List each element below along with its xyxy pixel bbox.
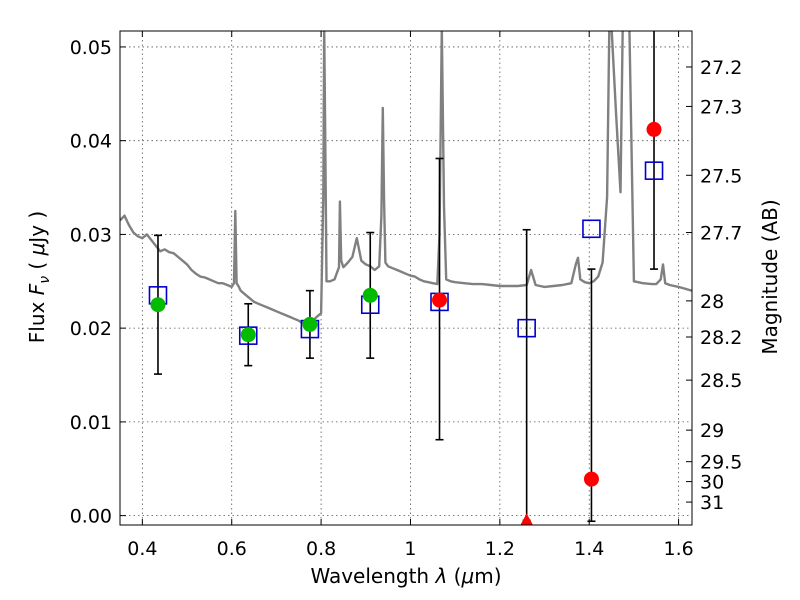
x-tick-label: 1.6	[663, 538, 693, 560]
mag-tick-label: 27.3	[700, 96, 742, 118]
model-spectrum-line	[120, 31, 692, 327]
y-tick-label: 0.00	[70, 506, 112, 528]
marginal-point	[432, 292, 448, 308]
mag-tick-label: 28	[700, 291, 724, 313]
mag-tick-label: 29	[700, 420, 724, 442]
model-band-square	[582, 219, 601, 239]
y-axis-label: Flux Fν ( μJy )	[25, 211, 53, 343]
y2-axis-label: Magnitude (AB)	[758, 199, 782, 354]
grid-lines	[120, 31, 692, 525]
y-tick-label: 0.05	[70, 37, 112, 59]
detected-point	[240, 327, 256, 343]
mag-tick-label: 28.2	[700, 327, 742, 349]
x-tick-label: 1.2	[485, 538, 515, 560]
mag-tick-label: 27.7	[700, 223, 742, 245]
mag-tick-label: 27.2	[700, 57, 742, 79]
detected-point	[362, 287, 378, 303]
model-band-square	[238, 326, 258, 345]
mag-tick-label: 28.5	[700, 370, 742, 392]
x-tick-label: 0.8	[306, 538, 336, 560]
model-band-square	[644, 161, 664, 180]
plot-frame	[119, 30, 693, 526]
y-tick-label: 0.04	[70, 131, 112, 153]
y-tick-label: 0.01	[70, 412, 112, 434]
mag-tick-label: 29.5	[700, 452, 742, 474]
mag-tick-label: 30	[700, 472, 724, 494]
mag-tick-label: 31	[700, 492, 724, 514]
marginal-point-upper-limit	[520, 513, 533, 525]
x-tick-label: 0.6	[217, 538, 247, 560]
y-tick-label: 0.03	[70, 224, 112, 246]
mag-tick-label: 27.5	[700, 165, 742, 187]
marginal-point	[646, 121, 662, 137]
x-tick-label: 1.4	[574, 538, 604, 560]
detected-point	[302, 316, 318, 332]
marginal-point	[583, 471, 599, 487]
x-axis-label: Wavelength λ (μm)	[310, 564, 501, 588]
axes: 0.4 0.6 0.8 1 1.2 1.4 1.6 0.00 0.01 0.02 0.03 0.04 0…	[70, 31, 742, 560]
plot-area	[120, 31, 692, 525]
detected-point	[150, 297, 166, 313]
y-tick-label: 0.02	[70, 318, 112, 340]
x-tick-label: 0.4	[127, 538, 157, 560]
model-band-square	[517, 318, 536, 338]
x-tick-label: 1	[404, 538, 416, 560]
